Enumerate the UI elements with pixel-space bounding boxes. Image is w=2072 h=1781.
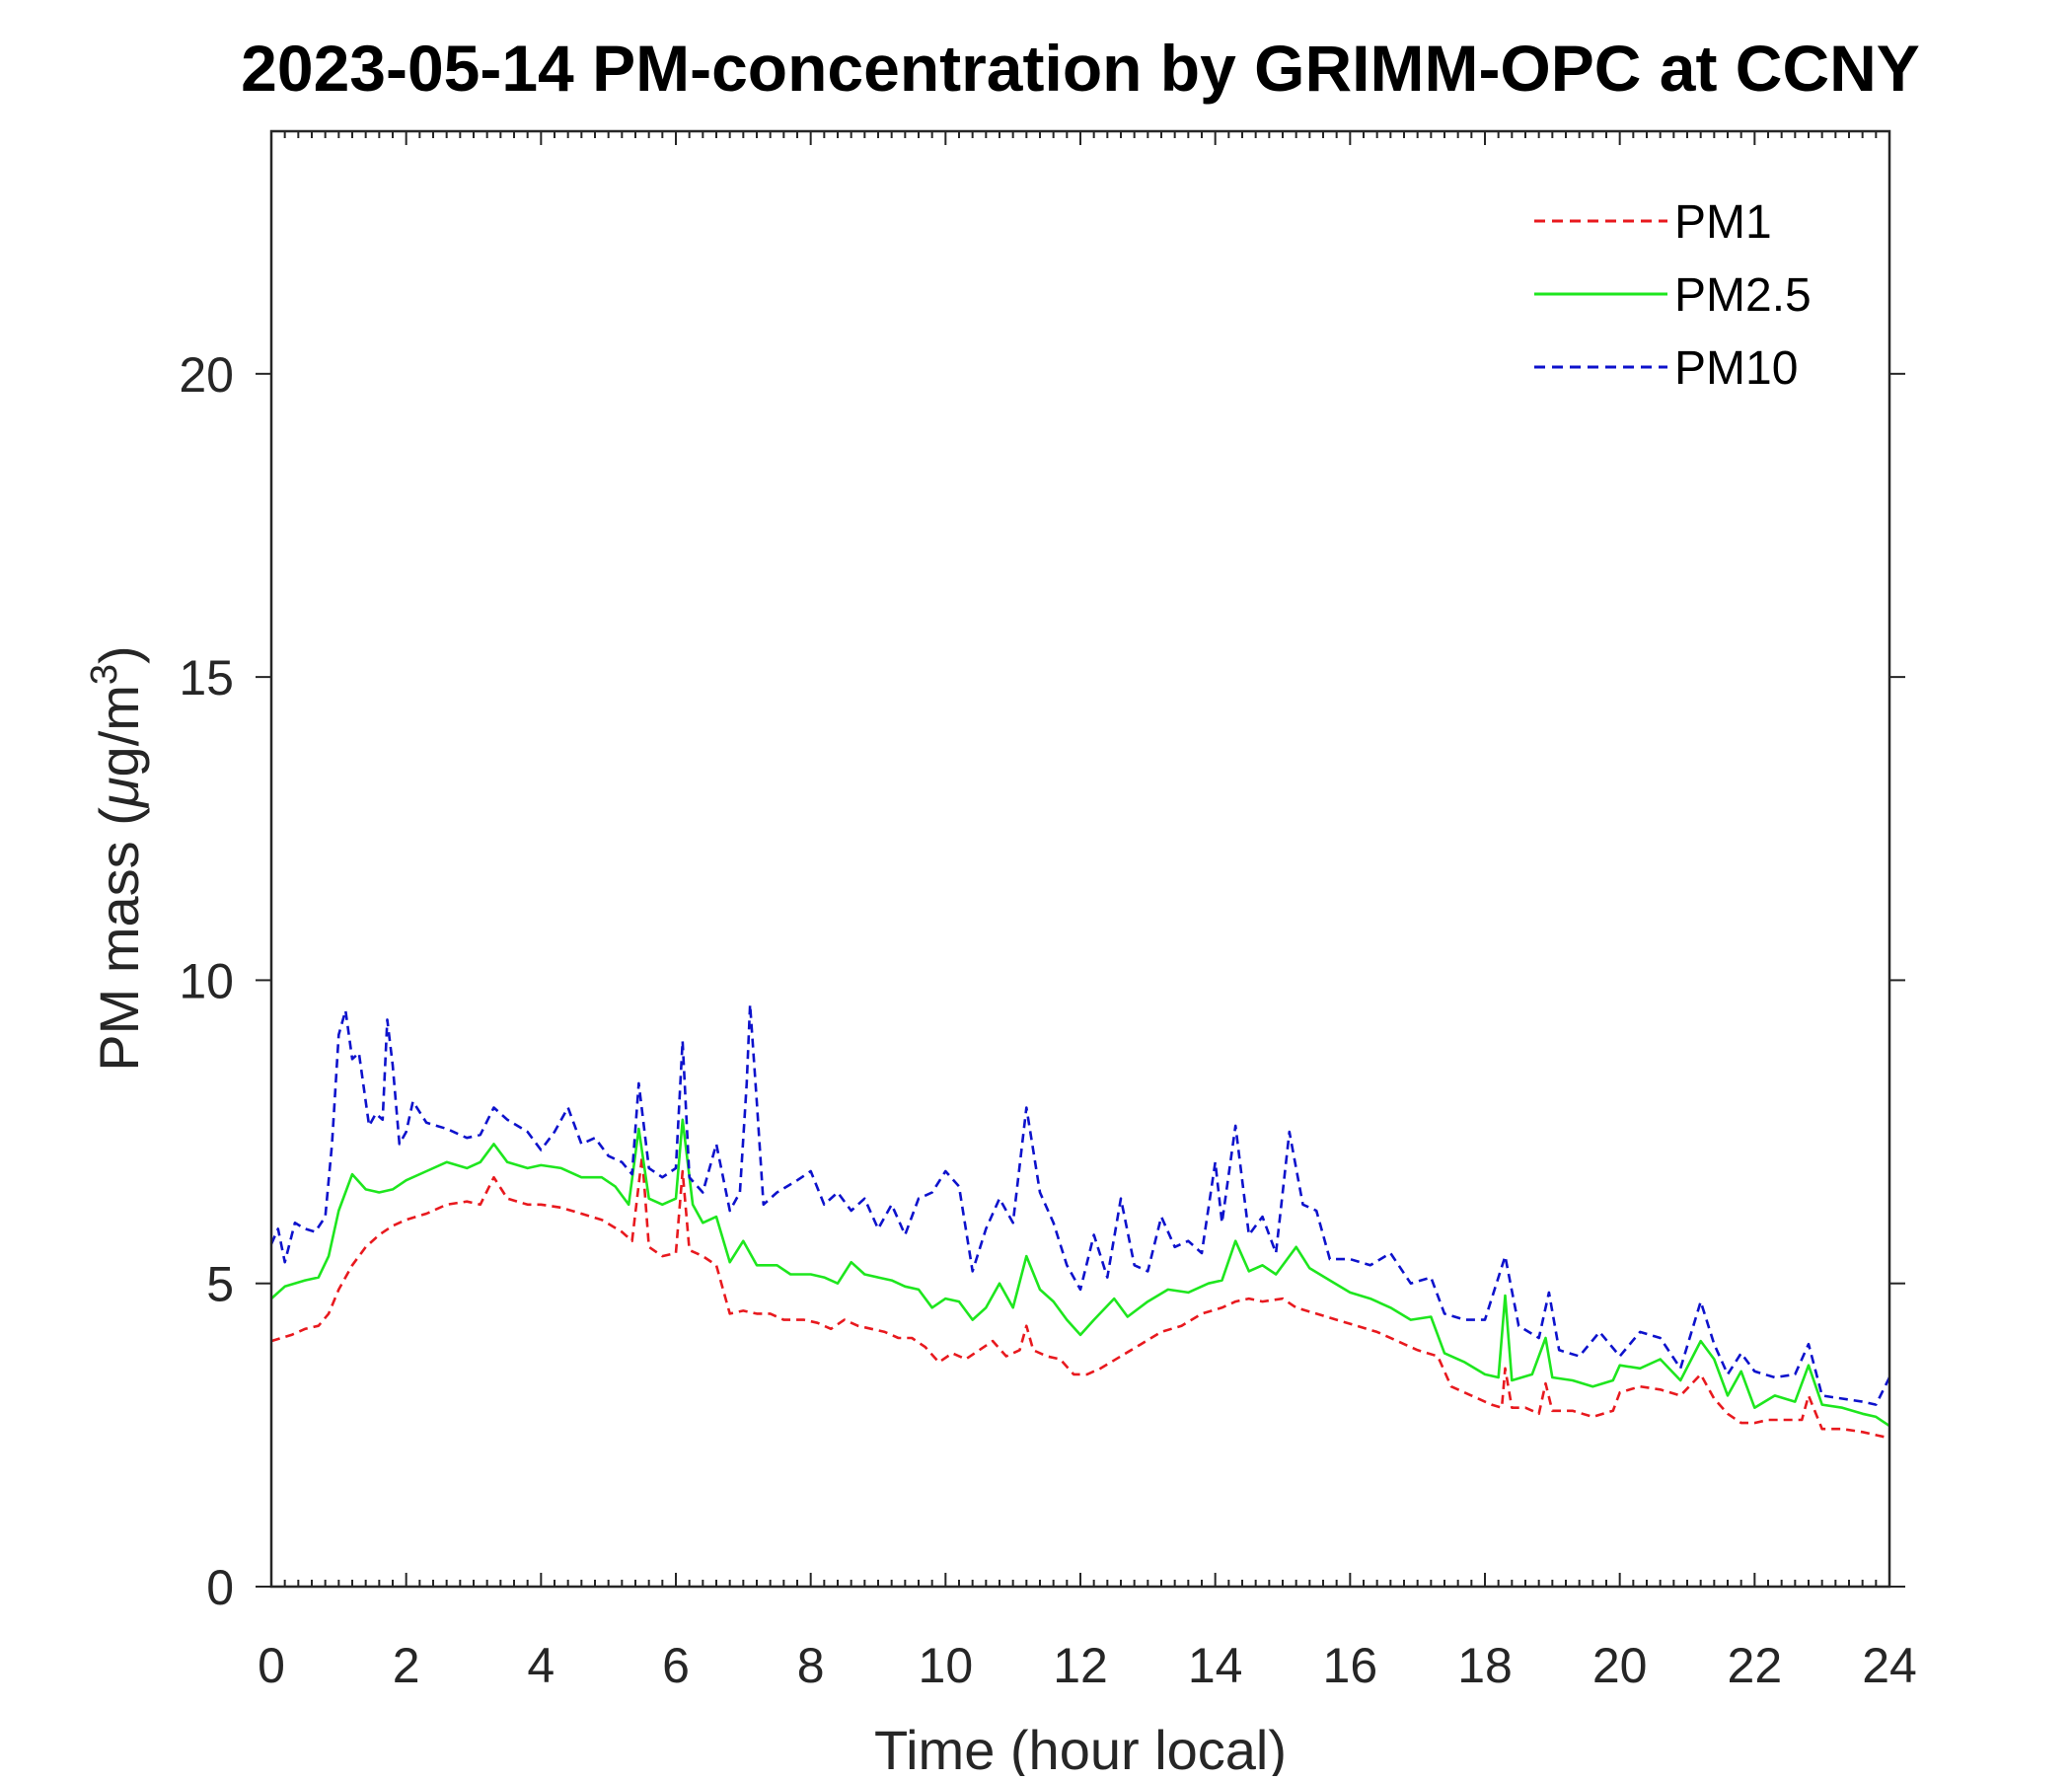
x-axis-label: Time (hour local) <box>874 1719 1287 1776</box>
x-tick-label: 16 <box>1323 1638 1378 1693</box>
x-tick-label: 12 <box>1053 1638 1108 1693</box>
y-axis-label-unit: g/m <box>88 685 150 777</box>
x-tick-label: 8 <box>797 1638 825 1693</box>
y-tick-label: 10 <box>179 953 234 1008</box>
y-axis-label-mu: μ <box>88 777 150 809</box>
x-tick-labels: 0 2 4 6 8 10 12 14 16 18 20 22 24 <box>258 1638 1917 1693</box>
x-tick-label: 20 <box>1592 1638 1648 1693</box>
series-layer <box>269 1002 1891 1440</box>
y-tick-labels: 0 5 10 15 20 <box>179 347 234 1615</box>
legend-label-pm25: PM2.5 <box>1674 269 1812 322</box>
series-line-pm10 <box>269 1002 1891 1406</box>
x-tick-label: 14 <box>1188 1638 1243 1693</box>
y-axis-label-close: ) <box>88 645 150 664</box>
y-axis-label-sup: 3 <box>84 664 125 685</box>
x-tick-label: 2 <box>393 1638 420 1693</box>
x-tick-label: 24 <box>1862 1638 1917 1693</box>
x-tick-label: 4 <box>527 1638 555 1693</box>
y-tick-label: 15 <box>179 650 234 705</box>
plot-frame <box>269 129 1891 1589</box>
y-tick-label: 5 <box>206 1257 234 1312</box>
y-axis-label-main: PM mass ( <box>88 807 150 1072</box>
x-tick-label: 22 <box>1728 1638 1783 1693</box>
x-tick-label: 6 <box>662 1638 690 1693</box>
series-line-pm25 <box>270 1118 1890 1428</box>
legend: PM1 PM2.5 PM10 <box>1534 196 1812 395</box>
y-axis-label: PM mass (μg/m3) <box>84 645 150 1071</box>
tick-marks <box>256 131 1905 1588</box>
x-tick-label: 18 <box>1457 1638 1513 1693</box>
series-line-pm1 <box>270 1154 1890 1440</box>
chart-title: 2023-05-14 PM-concentration by GRIMM-OPC… <box>241 32 1920 105</box>
legend-label-pm10: PM10 <box>1674 342 1798 395</box>
y-tick-label: 20 <box>179 347 234 403</box>
x-tick-label: 10 <box>919 1638 974 1693</box>
legend-label-pm1: PM1 <box>1674 196 1772 249</box>
x-tick-label: 0 <box>258 1638 285 1693</box>
y-tick-label: 0 <box>206 1560 234 1615</box>
